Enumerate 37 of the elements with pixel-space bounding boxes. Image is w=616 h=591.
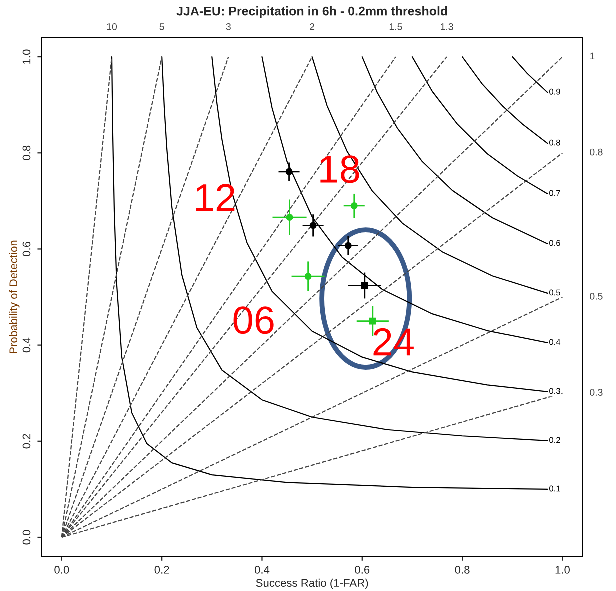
text: 1.3 (441, 23, 454, 30)
series-label: 0.7 (550, 190, 560, 196)
text: 1.5 (390, 24, 402, 30)
text: 0.3 (590, 389, 603, 396)
x-tick-label: 0.8 (455, 566, 470, 574)
y-tick-label: 0.4 (22, 338, 31, 353)
series-label: 0.6 (550, 240, 560, 246)
y-tick-label: 0.6 (22, 242, 31, 257)
series-label: 0.1 (550, 486, 560, 492)
text: 0.5 (590, 293, 603, 300)
series-label: 0.4 (550, 339, 561, 346)
text: 1 (590, 52, 595, 60)
x-tick-label: 0.4 (254, 566, 270, 574)
series-label: 0.5 (550, 290, 560, 296)
annotation: 06 (234, 306, 274, 334)
x-tick-label: 0.2 (154, 566, 170, 574)
text: 5 (160, 24, 164, 30)
text: 10 (107, 23, 118, 30)
y-axis-title: Probability of Detection (9, 240, 20, 354)
x-tick-label: 1.0 (556, 566, 570, 574)
annotation: 12 (196, 184, 235, 212)
y-tick-label: 0.8 (22, 146, 31, 160)
text: 2 (310, 23, 315, 30)
text: 0.8 (590, 148, 603, 156)
y-tick-label: 0.0 (22, 530, 31, 545)
text: 3 (226, 23, 231, 30)
x-tick-label: 0.6 (355, 566, 370, 574)
series-label: 0.8 (550, 140, 560, 146)
y-tick-label: 0.2 (22, 434, 31, 449)
y-tick-label: 1.0 (22, 50, 31, 64)
annotation: 18 (320, 156, 360, 184)
chart-title: JJA-EU: Precipitation in 6h - 0.2mm threshold (176, 6, 448, 18)
series-label: 0.9 (550, 88, 560, 95)
x-axis-title: Success Ratio (1-FAR) (256, 578, 368, 590)
series-label: 0.3 (550, 388, 560, 394)
series-label: 0.2 (550, 437, 560, 444)
x-tick-label: 0.0 (54, 566, 70, 574)
